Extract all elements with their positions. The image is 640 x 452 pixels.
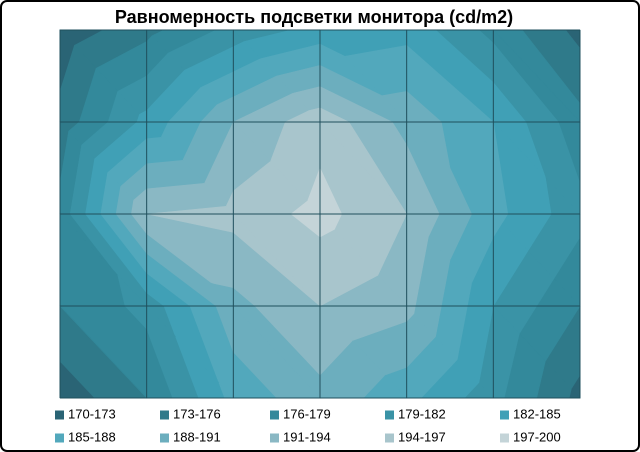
legend-label: 182-185 xyxy=(513,406,561,421)
legend-swatch xyxy=(160,410,169,420)
legend-swatch xyxy=(500,410,509,420)
legend-swatch xyxy=(270,433,279,443)
chart-title: Равномерность подсветки монитора (cd/m2) xyxy=(115,7,513,27)
legend-label: 194-197 xyxy=(398,429,446,444)
legend-swatch xyxy=(270,410,279,420)
legend-label: 188-191 xyxy=(173,429,221,444)
legend-swatch xyxy=(385,433,394,443)
legend-swatch xyxy=(385,410,394,420)
legend-label: 179-182 xyxy=(398,406,446,421)
legend-label: 191-194 xyxy=(283,429,331,444)
legend-label: 173-176 xyxy=(173,406,221,421)
legend-swatch xyxy=(160,433,169,443)
legend-swatch xyxy=(55,410,64,420)
legend-label: 176-179 xyxy=(283,406,331,421)
legend-label: 197-200 xyxy=(513,429,561,444)
legend-label: 185-188 xyxy=(68,429,116,444)
legend-label: 170-173 xyxy=(68,406,116,421)
legend: 170-173 173-176 176-179 179-182 182-185 185-1… xyxy=(55,406,561,444)
legend-swatch xyxy=(55,433,64,443)
plot-area xyxy=(59,29,581,399)
legend-swatch xyxy=(500,433,509,443)
